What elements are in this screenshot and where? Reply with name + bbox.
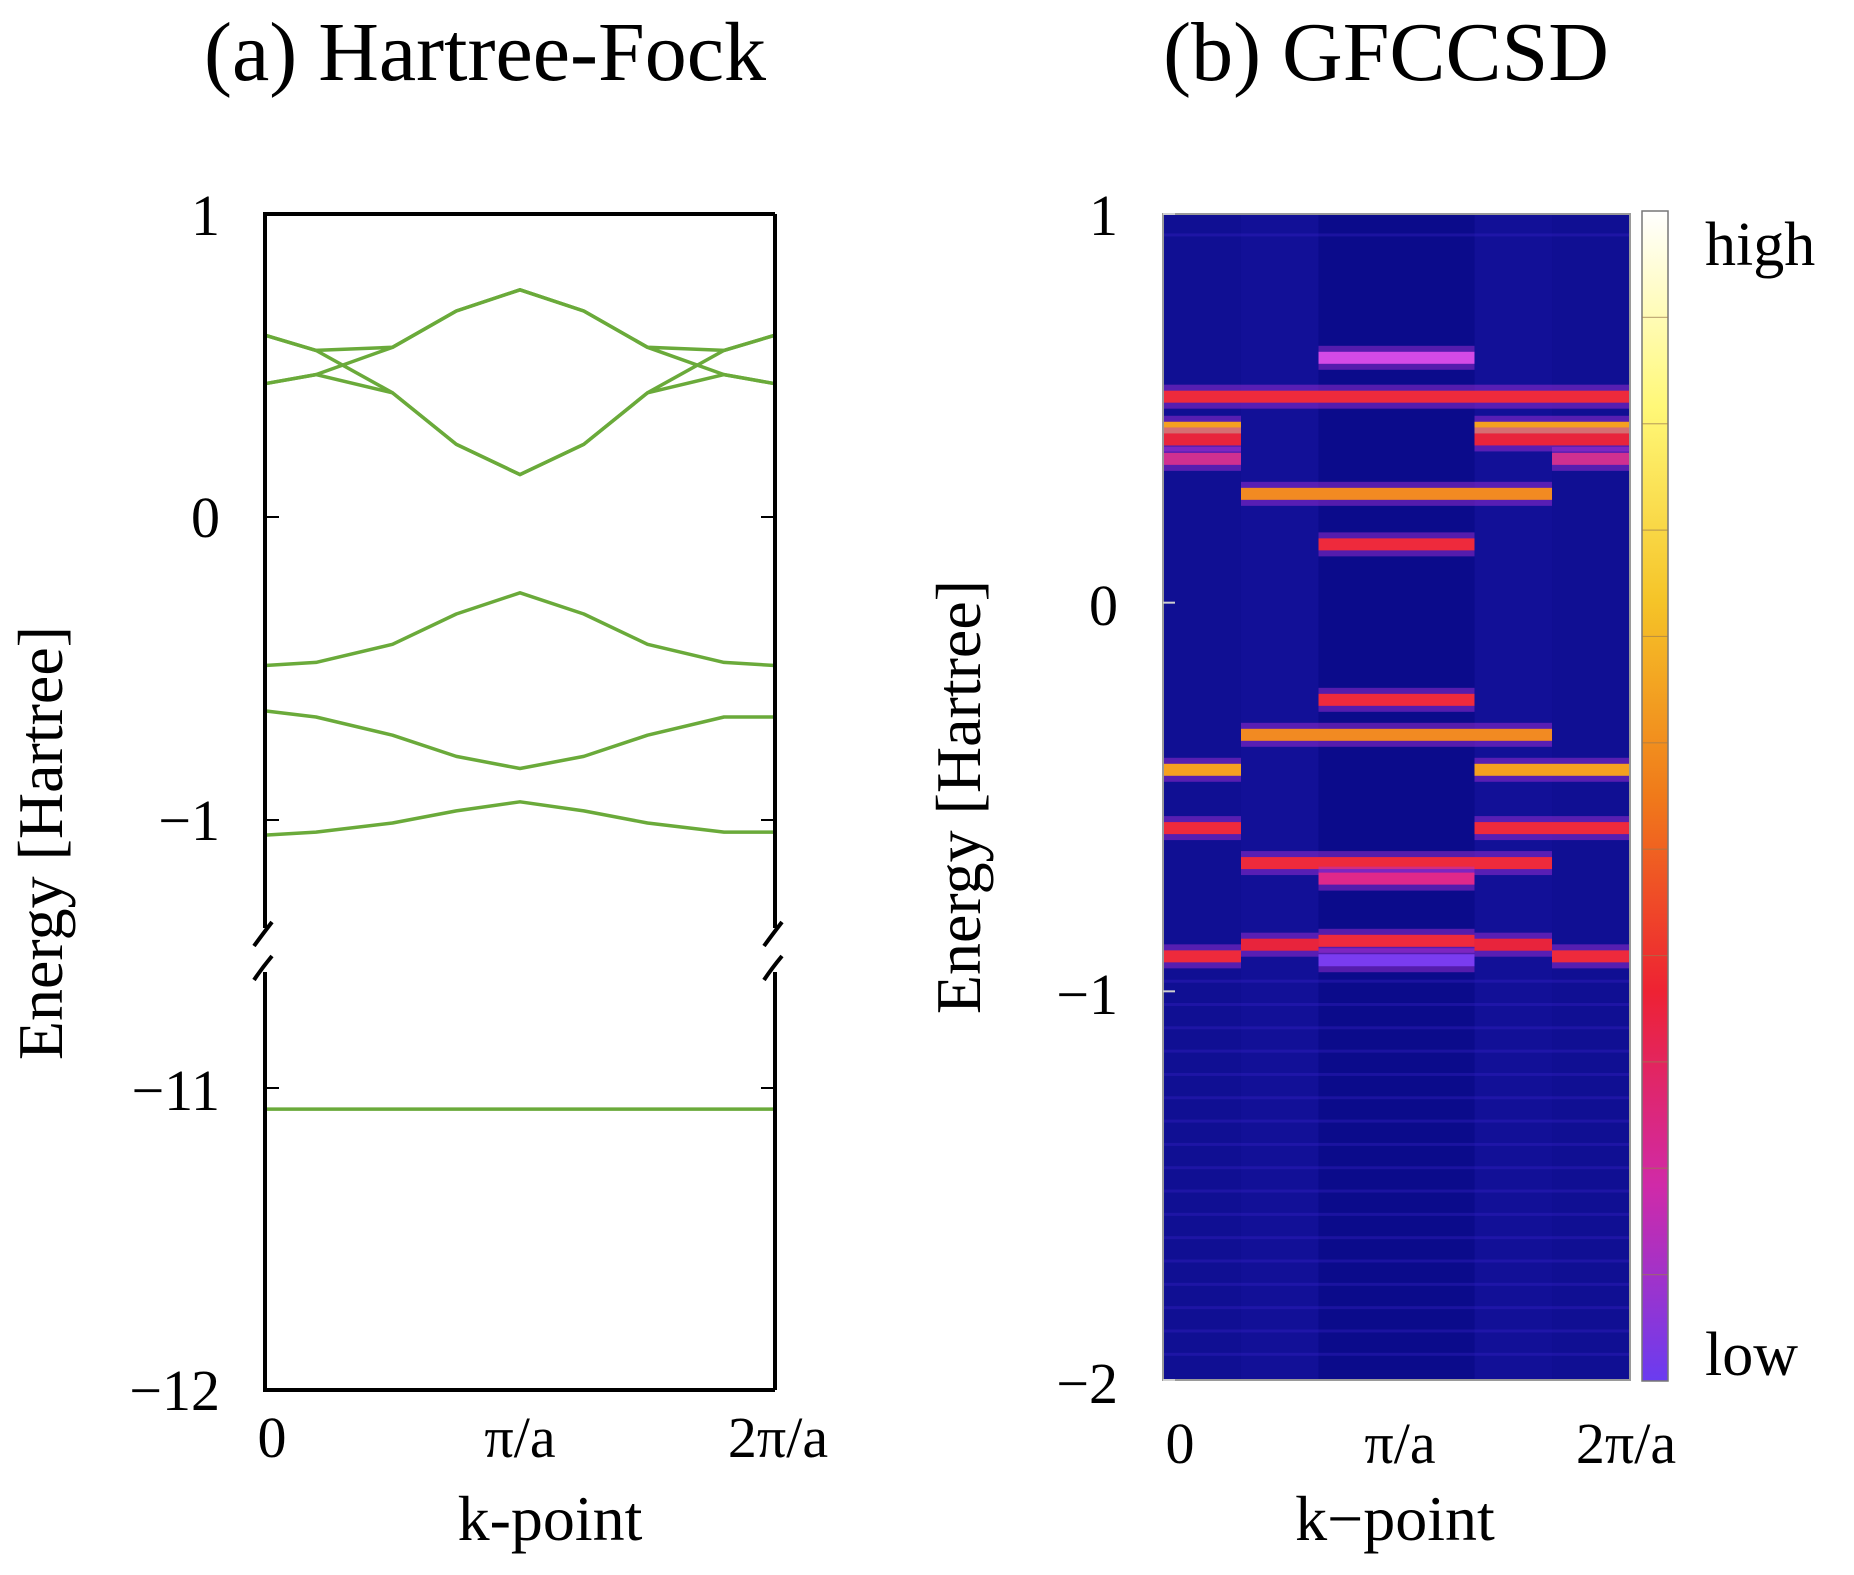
panel-a-frame bbox=[252, 212, 784, 1392]
spectral-peak bbox=[1163, 950, 1241, 963]
background-intensity bbox=[1163, 1119, 1630, 1123]
colorbar bbox=[1641, 210, 1669, 1382]
y-tick-label: −12 bbox=[129, 1358, 220, 1423]
y-tick-label: −2 bbox=[1056, 1351, 1118, 1416]
spectral-peak bbox=[1318, 934, 1475, 947]
spectral-peak bbox=[1318, 954, 1475, 967]
y-tick-label: 1 bbox=[1089, 183, 1118, 248]
x-tick-label: π/a bbox=[484, 1405, 555, 1470]
spectral-peak bbox=[1163, 433, 1241, 446]
spectral-peak bbox=[1474, 763, 1630, 776]
panel-a-hartree-fock: (a) Hartree-Fock 1 0 −1 −11 −12 0 π/a 2π… bbox=[5, 6, 828, 1554]
x-axis-label: k−point bbox=[1295, 1483, 1495, 1554]
band-8-line bbox=[264, 288, 776, 386]
panel-b-gfccsd: (b) GFCCSD 1 0 −1 −2 0 π/a 2π/a k−point … bbox=[923, 6, 1815, 1554]
spectral-peak bbox=[1318, 538, 1475, 551]
band-4-line bbox=[264, 591, 776, 668]
band-6-line bbox=[264, 333, 776, 477]
background-intensity bbox=[1163, 1142, 1630, 1146]
background-intensity bbox=[1163, 1212, 1630, 1216]
spectral-peak bbox=[1163, 421, 1241, 434]
y-tick-label: −11 bbox=[131, 1058, 220, 1123]
spectral-peak bbox=[1474, 938, 1553, 951]
band-5-line bbox=[264, 372, 776, 477]
band-7-line bbox=[264, 288, 776, 353]
background-intensity bbox=[1163, 1166, 1630, 1170]
spectral-peak bbox=[1474, 421, 1630, 434]
background-intensity bbox=[1163, 1189, 1630, 1193]
y-axis-label: Energy [Hartree] bbox=[923, 580, 994, 1014]
x-tick-label: 2π/a bbox=[728, 1405, 828, 1470]
background-intensity bbox=[1163, 1236, 1630, 1240]
spectral-peak bbox=[1240, 487, 1553, 500]
y-tick-label: 0 bbox=[191, 485, 220, 550]
background-intensity bbox=[1163, 1072, 1630, 1076]
x-tick-label: 0 bbox=[1166, 1411, 1195, 1476]
background-intensity bbox=[1163, 233, 1630, 237]
y-tick-label: 1 bbox=[191, 183, 220, 248]
y-tick-label: 0 bbox=[1089, 573, 1118, 638]
background-intensity bbox=[1163, 979, 1630, 983]
spectral-peak bbox=[1163, 822, 1241, 835]
background-intensity bbox=[1163, 1306, 1630, 1310]
spectral-peak bbox=[1474, 433, 1630, 446]
background-intensity bbox=[1163, 1352, 1630, 1356]
panel-a-title: (a) Hartree-Fock bbox=[204, 6, 766, 99]
spectral-peak bbox=[1552, 452, 1630, 465]
spectral-peak bbox=[1240, 938, 1319, 951]
spectral-peak bbox=[1163, 763, 1241, 776]
panel-b-title: (b) GFCCSD bbox=[1163, 6, 1609, 99]
heatmap-column bbox=[1240, 214, 1319, 1380]
band-3-line bbox=[264, 709, 775, 771]
colorbar-low-label: low bbox=[1705, 1321, 1798, 1389]
x-tick-label: 0 bbox=[258, 1405, 287, 1470]
heatmap-column bbox=[1552, 214, 1630, 1380]
heatmap-column bbox=[1474, 214, 1553, 1380]
spectral-peak bbox=[1318, 872, 1475, 885]
heatmap-column-shading bbox=[1163, 214, 1630, 1380]
colorbar-tick-marks bbox=[1642, 316, 1668, 1276]
x-tick-label: π/a bbox=[1364, 1411, 1435, 1476]
spectral-peaks bbox=[1163, 345, 1630, 973]
heatmap-column bbox=[1163, 214, 1241, 1380]
background-intensity bbox=[1163, 1049, 1630, 1053]
spectral-peak bbox=[1163, 390, 1630, 403]
spectral-peak bbox=[1318, 693, 1475, 706]
heatmap-frame bbox=[1162, 213, 1631, 1381]
spectral-peak bbox=[1318, 351, 1475, 364]
x-tick-label: 2π/a bbox=[1576, 1411, 1676, 1476]
y-axis-label: Energy [Hartree] bbox=[5, 626, 76, 1060]
background-intensity bbox=[1163, 1002, 1630, 1006]
spectral-peak bbox=[1240, 728, 1553, 741]
background-intensity bbox=[1163, 1329, 1630, 1333]
spectral-peak bbox=[1163, 452, 1241, 465]
x-axis-label: k-point bbox=[458, 1483, 643, 1554]
band-lines bbox=[264, 288, 776, 1111]
panel-b-tick-marks bbox=[1163, 213, 1175, 1381]
background-intensity bbox=[1163, 1282, 1630, 1286]
y-tick-label: −1 bbox=[158, 788, 220, 853]
spectral-peak bbox=[1240, 857, 1553, 870]
band-2-line bbox=[264, 800, 775, 837]
heatmap-column bbox=[1318, 214, 1475, 1380]
panel-a-tick-marks bbox=[265, 213, 775, 1391]
background-intensity bbox=[1163, 1096, 1630, 1100]
background-intensity bbox=[1163, 1026, 1630, 1030]
spectral-peak bbox=[1552, 950, 1630, 963]
y-tick-label: −1 bbox=[1056, 962, 1118, 1027]
colorbar-high-label: high bbox=[1705, 211, 1815, 279]
spectral-peak bbox=[1474, 822, 1630, 835]
background-intensity bbox=[1163, 1259, 1630, 1263]
